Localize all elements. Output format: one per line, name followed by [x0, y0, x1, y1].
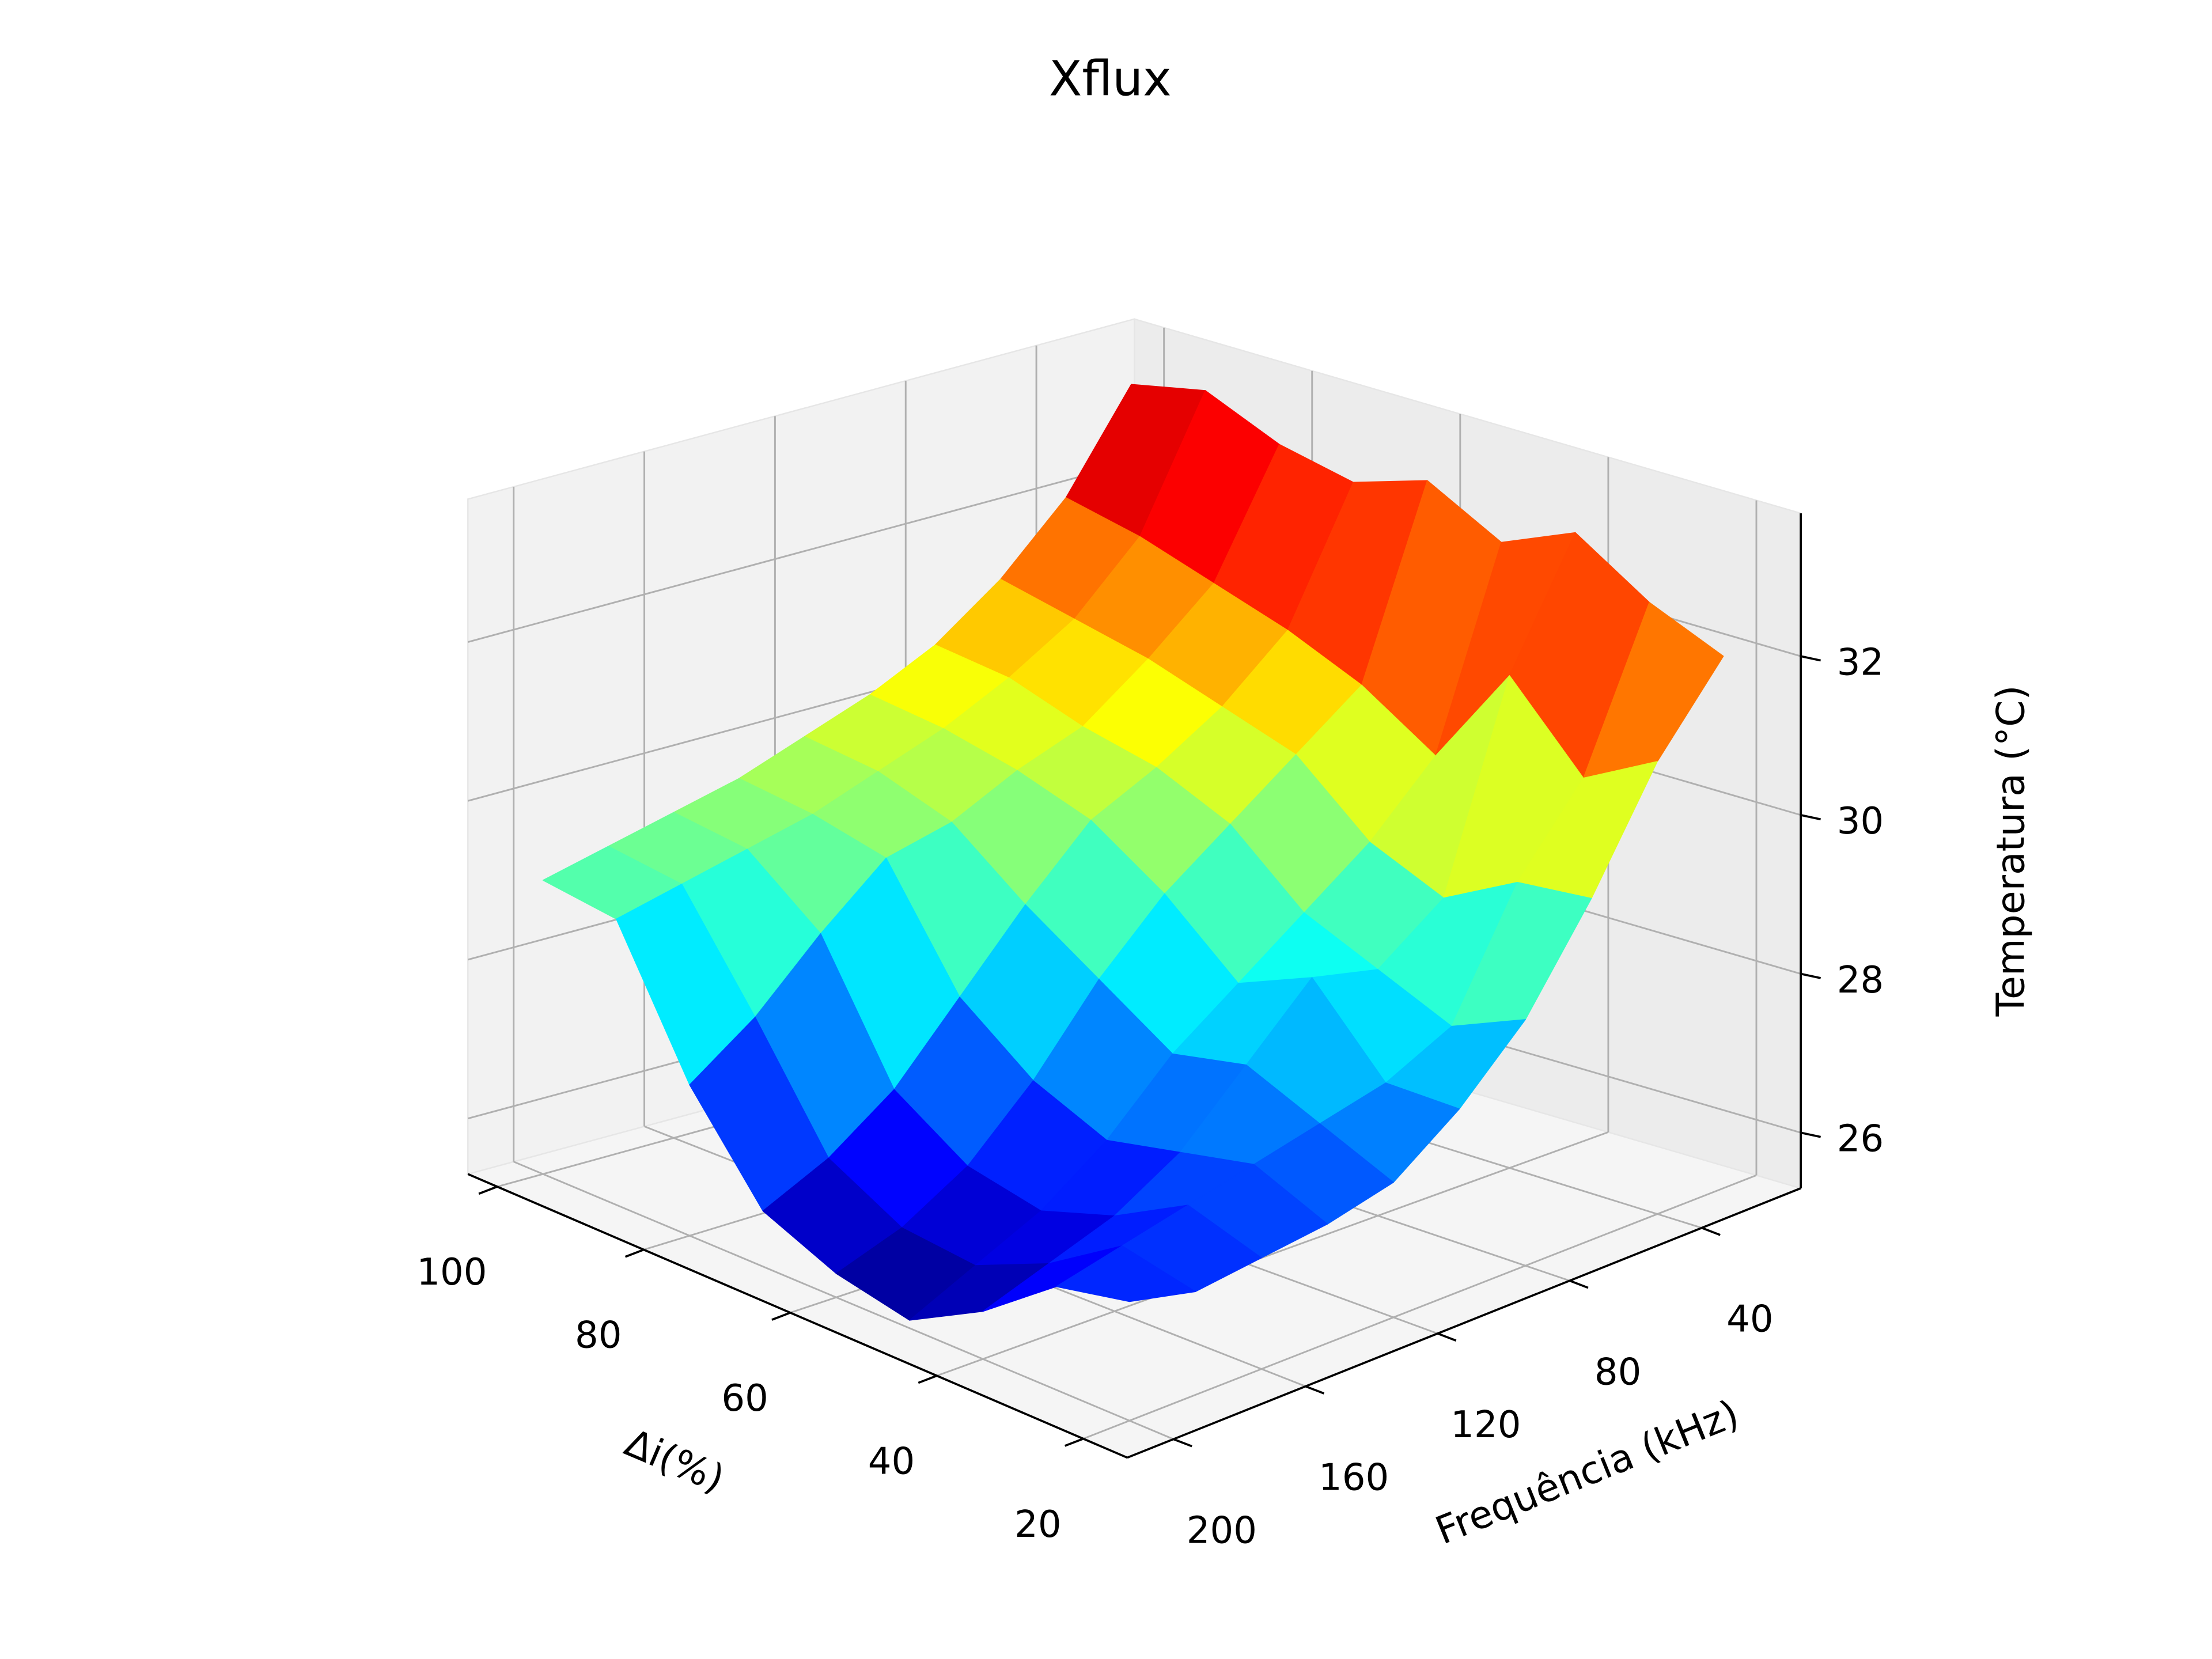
- grid-line: [936, 1131, 1609, 1377]
- z-tick-label: 26: [1837, 1118, 1884, 1161]
- chart-title: Xflux: [1049, 51, 1172, 107]
- x-tick-label: 60: [721, 1377, 768, 1420]
- z-axis-label: Temperatura (°C): [1988, 685, 2033, 1017]
- y-tick-label: 200: [1187, 1509, 1257, 1552]
- y-tick-label: 160: [1319, 1457, 1389, 1499]
- tick-mark: [1701, 1226, 1721, 1236]
- surface-face: [1055, 1245, 1196, 1302]
- surface: [542, 384, 1724, 1321]
- axes: 20 40 60 80 100 40 80 120 160 200 26 28 30 32: [416, 513, 1884, 1552]
- y-axis-line: [1127, 1187, 1801, 1459]
- tick-mark: [478, 1185, 498, 1195]
- z-tick-label: 30: [1837, 800, 1884, 843]
- tick-mark: [1800, 655, 1821, 662]
- tick-mark: [1173, 1438, 1192, 1448]
- z-tick-label: 28: [1837, 959, 1884, 1002]
- y-tick-label: 40: [1726, 1298, 1773, 1341]
- tick-mark: [1064, 1437, 1084, 1447]
- y-tick-label: 120: [1450, 1404, 1521, 1446]
- tick-mark: [624, 1248, 645, 1258]
- tick-mark: [1437, 1332, 1457, 1342]
- x-tick-label: 40: [868, 1440, 915, 1483]
- x-tick-label: 20: [1014, 1503, 1061, 1546]
- tick-mark: [1800, 814, 1821, 821]
- tick-mark: [771, 1312, 791, 1321]
- z-tick-label: 32: [1837, 642, 1884, 684]
- grid-line: [513, 1161, 1174, 1440]
- tick-mark: [1800, 1131, 1821, 1138]
- grid-line: [467, 461, 1135, 643]
- x-tick-label: 100: [416, 1251, 487, 1294]
- y-tick-label: 80: [1594, 1351, 1641, 1393]
- tick-mark: [1800, 972, 1821, 979]
- tick-mark: [1305, 1385, 1325, 1395]
- tick-mark: [1569, 1279, 1589, 1289]
- x-axis-line: [467, 1173, 1128, 1459]
- x-tick-label: 80: [575, 1315, 622, 1357]
- grid-line: [1083, 1174, 1757, 1440]
- tick-mark: [918, 1374, 937, 1384]
